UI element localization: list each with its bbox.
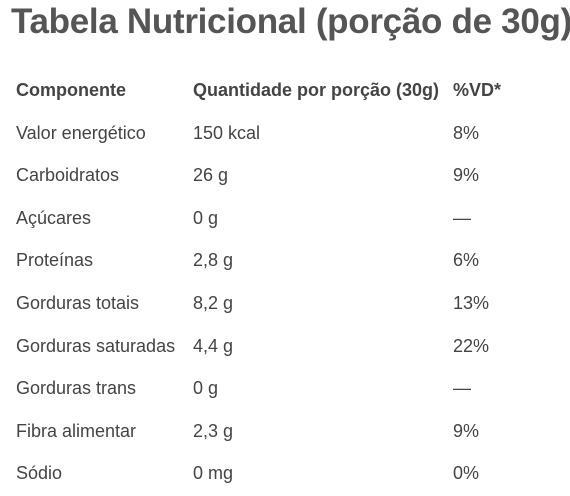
vd-cell: 6% bbox=[453, 250, 480, 271]
quantity-cell: 0 g bbox=[193, 207, 219, 228]
vd-cell: — bbox=[453, 207, 471, 228]
component-cell: Sódio bbox=[16, 463, 63, 484]
quantity-cell: 2,3 g bbox=[193, 420, 234, 441]
vd-cell: 8% bbox=[453, 122, 480, 143]
table-row: Sódio 0 mg 0% bbox=[16, 453, 556, 496]
nutrition-table: Componente Quantidade por porção (30g) %… bbox=[16, 70, 556, 496]
table-row: Gorduras trans 0 g — bbox=[16, 368, 556, 411]
component-cell: Gorduras trans bbox=[16, 378, 137, 399]
table-row: Carboidratos 26 g 9% bbox=[16, 155, 556, 198]
component-cell: Açúcares bbox=[16, 207, 92, 228]
table-row: Gorduras totais 8,2 g 13% bbox=[16, 283, 556, 326]
quantity-cell: 0 g bbox=[193, 378, 219, 399]
vd-cell: 0% bbox=[453, 463, 480, 484]
vd-cell: 9% bbox=[453, 165, 480, 186]
column-header-quantity: Quantidade por porção (30g) bbox=[193, 80, 440, 100]
table-row: Valor energético 150 kcal 8% bbox=[16, 113, 556, 156]
table-row: Açúcares 0 g — bbox=[16, 198, 556, 241]
component-cell: Gorduras saturadas bbox=[16, 335, 176, 356]
quantity-cell: 4,4 g bbox=[193, 335, 234, 356]
table-row: Fibra alimentar 2,3 g 9% bbox=[16, 411, 556, 454]
vd-cell: 13% bbox=[453, 292, 490, 313]
component-cell: Carboidratos bbox=[16, 165, 120, 186]
column-header-vd: %VD* bbox=[453, 80, 502, 100]
vd-cell: 22% bbox=[453, 335, 490, 356]
component-cell: Gorduras totais bbox=[16, 292, 140, 313]
quantity-cell: 150 kcal bbox=[193, 122, 261, 143]
vd-cell: — bbox=[453, 378, 471, 399]
vd-cell: 9% bbox=[453, 420, 480, 441]
quantity-cell: 0 mg bbox=[193, 463, 234, 484]
column-header-component: Componente bbox=[16, 80, 126, 100]
component-cell: Proteínas bbox=[16, 250, 94, 271]
quantity-cell: 26 g bbox=[193, 165, 229, 186]
page-title: Tabela Nutricional (porção de 30g) bbox=[11, 2, 570, 41]
table-row: Proteínas 2,8 g 6% bbox=[16, 240, 556, 283]
component-cell: Valor energético bbox=[16, 122, 146, 143]
table-row: Gorduras saturadas 4,4 g 22% bbox=[16, 326, 556, 369]
quantity-cell: 8,2 g bbox=[193, 292, 234, 313]
quantity-cell: 2,8 g bbox=[193, 250, 234, 271]
table-header-row: Componente Quantidade por porção (30g) %… bbox=[16, 70, 556, 113]
component-cell: Fibra alimentar bbox=[16, 420, 137, 441]
